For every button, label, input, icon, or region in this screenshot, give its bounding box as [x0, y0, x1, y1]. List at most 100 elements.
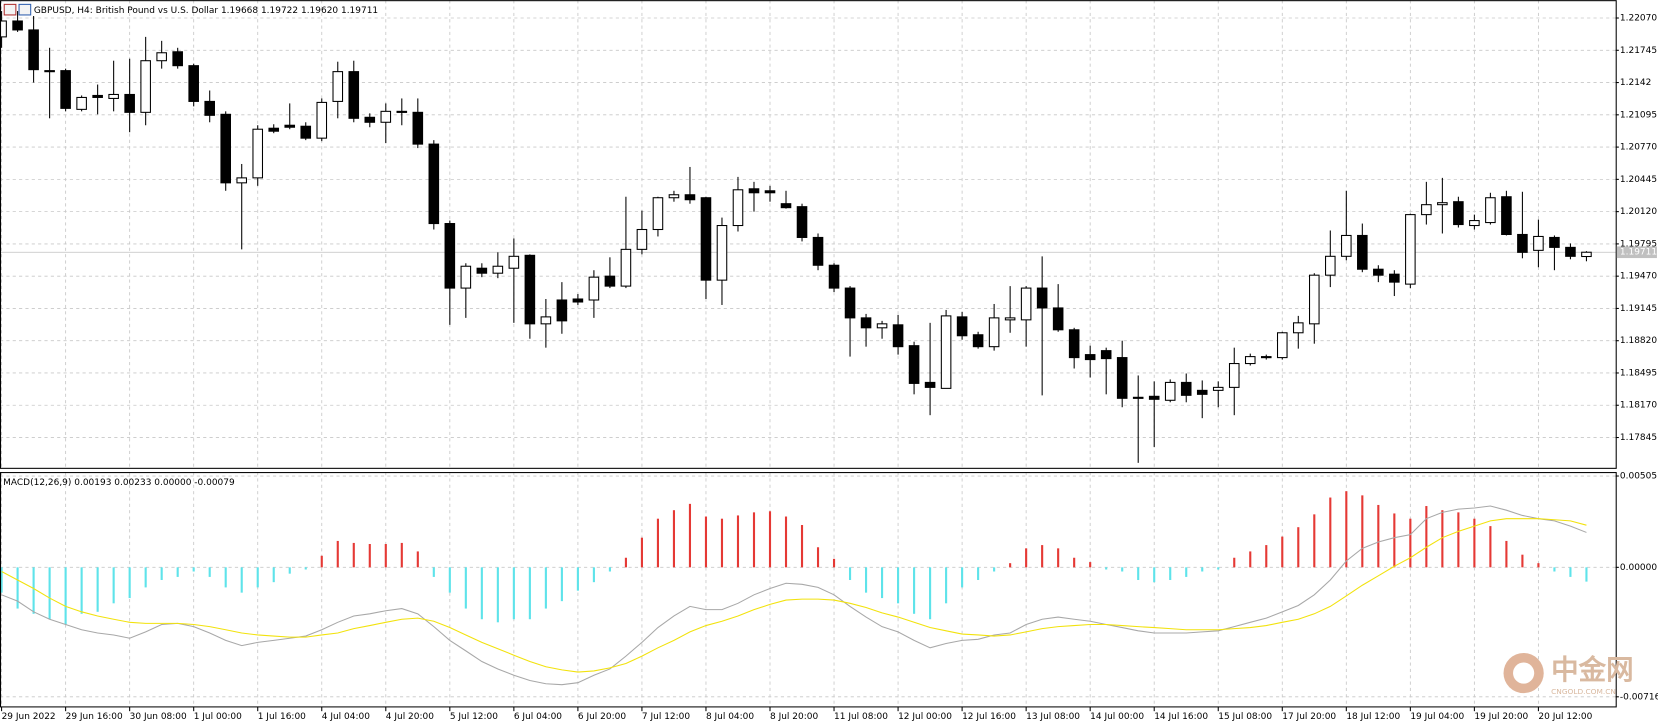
- histogram-bar: [1265, 545, 1268, 568]
- y-tick-label: 1.18495: [1620, 368, 1657, 378]
- y-tick-label: 0.00000: [1620, 563, 1657, 573]
- histogram-bar: [416, 551, 419, 568]
- histogram-bar: [496, 567, 499, 623]
- x-tick-label: 29 Jun 2022: [2, 712, 56, 722]
- candle-body: [1084, 354, 1096, 361]
- histogram-bar: [672, 510, 676, 568]
- histogram-bar: [208, 567, 211, 577]
- candle-body: [588, 276, 600, 301]
- histogram-bar: [1313, 514, 1316, 568]
- histogram-bar: [945, 567, 948, 604]
- histogram-bar: [688, 503, 692, 568]
- histogram-bar: [1201, 567, 1204, 572]
- histogram-bar: [1393, 513, 1396, 568]
- candle-body: [780, 203, 792, 209]
- mark-layer: [0, 11, 1592, 686]
- histogram-bar: [1409, 518, 1412, 568]
- candle-body: [108, 93, 119, 99]
- histogram-bar: [977, 567, 980, 580]
- x-tick-label: 4 Jul 04:00: [322, 712, 370, 722]
- histogram-bar: [1489, 526, 1492, 568]
- candle-body: [1485, 197, 1496, 224]
- candle-body: [300, 125, 312, 139]
- candle-body: [268, 127, 280, 132]
- x-tick-label: 14 Jul 00:00: [1090, 712, 1144, 722]
- histogram-bar: [272, 567, 275, 583]
- histogram-bar: [336, 540, 339, 568]
- histogram-bar: [464, 567, 467, 609]
- y-tick-label: 1.22070: [1620, 14, 1657, 24]
- histogram-bar: [80, 567, 83, 614]
- histogram-bar: [1217, 567, 1220, 570]
- current-price-label: 1.19711: [1620, 248, 1657, 258]
- histogram-bar: [1025, 548, 1028, 568]
- candle-body: [572, 298, 584, 303]
- histogram-bar: [352, 542, 355, 568]
- candle-body: [892, 324, 904, 348]
- candle-body: [636, 228, 648, 250]
- y-tick-label: -0.00716: [1620, 692, 1658, 702]
- candle-body: [1004, 317, 1016, 321]
- x-tick-label: 12 Jul 00:00: [898, 712, 952, 722]
- candle-body: [220, 113, 231, 184]
- histogram-bar: [961, 567, 964, 588]
- y-tick-label: 1.18820: [1620, 336, 1657, 346]
- candle-body: [1164, 381, 1176, 401]
- histogram-bar: [800, 525, 804, 568]
- time-axis-band: [0, 707, 1617, 724]
- histogram-bar: [608, 567, 611, 572]
- histogram-bar: [32, 567, 35, 614]
- watermark-logo-inner: [1513, 662, 1535, 684]
- candle-body: [172, 51, 183, 67]
- candle-body: [620, 248, 632, 287]
- candle-body: [0, 20, 7, 38]
- histogram-bar: [1009, 563, 1012, 568]
- candle-body: [460, 265, 472, 289]
- histogram-bar: [544, 567, 547, 609]
- icon-chart: [18, 3, 32, 16]
- candle-body: [188, 65, 199, 102]
- x-tick-label: 1 Jul 16:00: [258, 712, 306, 722]
- candle-body: [972, 334, 984, 348]
- histogram-bar: [993, 567, 996, 572]
- histogram-bar: [768, 511, 772, 568]
- y-tick-label: 1.17845: [1620, 433, 1657, 443]
- candle-body: [1405, 214, 1416, 285]
- histogram-bar: [736, 515, 740, 568]
- candle-body: [1469, 220, 1480, 227]
- candle-body: [156, 52, 167, 62]
- histogram-bar: [512, 567, 515, 620]
- y-tick-label: 1.21095: [1620, 110, 1657, 120]
- candle-body: [140, 60, 151, 113]
- candle-body: [396, 110, 408, 113]
- histogram-bar: [1553, 567, 1556, 572]
- candle-body: [1325, 255, 1336, 276]
- x-tick-label: 7 Jul 12:00: [642, 712, 690, 722]
- candle-body: [796, 206, 808, 238]
- y-tick-label: 1.21745: [1620, 46, 1657, 56]
- candle-body: [988, 317, 1000, 348]
- candle-body: [700, 197, 712, 281]
- price-panel-frame: [0, 0, 1617, 469]
- candle-body: [524, 254, 536, 325]
- histogram-bar: [560, 567, 563, 602]
- histogram-bar: [176, 567, 179, 577]
- y-tick-label: 1.19145: [1620, 304, 1657, 314]
- candle-body: [956, 316, 968, 337]
- x-tick-label: 20 Jul 12:00: [1538, 712, 1592, 722]
- candle-body: [380, 110, 392, 123]
- candle-body: [1100, 350, 1112, 360]
- histogram-bar: [704, 516, 708, 568]
- candle-body: [876, 323, 888, 329]
- candle-body: [92, 94, 103, 98]
- histogram-bar: [881, 567, 884, 599]
- candle-body: [12, 20, 23, 31]
- histogram-bar: [816, 547, 820, 568]
- histogram-bar: [480, 567, 483, 620]
- histogram-bar: [1041, 545, 1044, 568]
- candle-body: [252, 128, 264, 179]
- grid-layer: [0, 0, 1616, 707]
- candle-body: [476, 267, 488, 274]
- candle-body: [1148, 395, 1160, 400]
